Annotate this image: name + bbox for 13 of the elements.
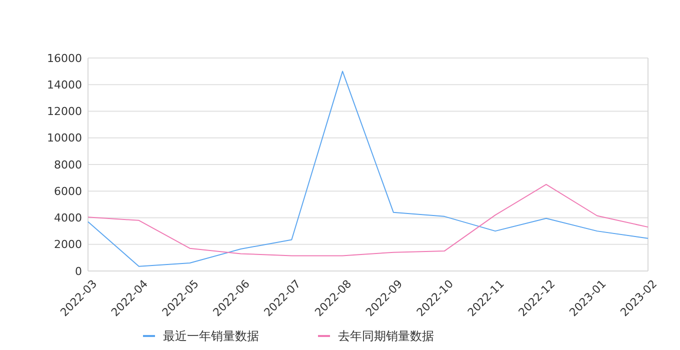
y-tick-label: 10000 (47, 132, 82, 145)
y-tick-label: 14000 (47, 78, 82, 92)
y-tick-label: 0 (75, 264, 82, 278)
legend-label: 去年同期销量数据 (338, 329, 434, 344)
y-tick-label: 2000 (54, 238, 82, 252)
y-tick-label: 12000 (47, 105, 82, 118)
line-series (88, 70, 648, 267)
y-tick-label: 4000 (54, 212, 82, 225)
y-tick-label: 6000 (54, 184, 82, 198)
line-series (88, 184, 648, 256)
y-tick-label: 16000 (47, 52, 82, 65)
y-tick-label: 8000 (54, 158, 82, 172)
legend-label: 最近一年销量数据 (163, 329, 259, 344)
